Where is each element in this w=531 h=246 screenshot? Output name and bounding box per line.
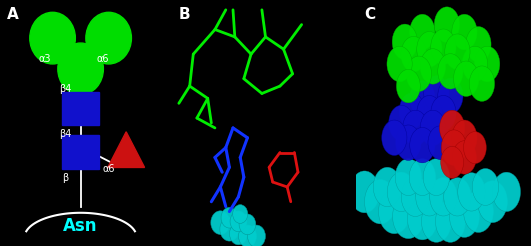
Ellipse shape	[389, 105, 414, 141]
Ellipse shape	[58, 43, 104, 95]
Ellipse shape	[445, 34, 470, 69]
Ellipse shape	[452, 120, 477, 155]
Ellipse shape	[409, 159, 435, 196]
Ellipse shape	[417, 31, 442, 67]
Ellipse shape	[396, 125, 421, 160]
Bar	[62, 92, 99, 125]
Ellipse shape	[464, 191, 493, 232]
Ellipse shape	[428, 126, 452, 159]
Text: C: C	[365, 7, 375, 22]
Ellipse shape	[238, 225, 256, 246]
Ellipse shape	[220, 217, 239, 241]
Ellipse shape	[440, 110, 465, 146]
Ellipse shape	[365, 180, 396, 224]
Ellipse shape	[382, 120, 407, 155]
Ellipse shape	[399, 93, 424, 128]
Ellipse shape	[229, 223, 247, 245]
Ellipse shape	[397, 69, 420, 103]
Ellipse shape	[402, 110, 428, 146]
Ellipse shape	[458, 173, 485, 211]
Ellipse shape	[452, 141, 476, 174]
Text: β: β	[62, 173, 68, 183]
Ellipse shape	[422, 200, 451, 242]
Ellipse shape	[230, 211, 247, 232]
Ellipse shape	[416, 178, 443, 216]
Ellipse shape	[233, 205, 248, 223]
Text: A: A	[7, 7, 19, 22]
Ellipse shape	[441, 146, 464, 178]
Polygon shape	[108, 132, 144, 168]
Text: β4: β4	[59, 84, 71, 93]
Ellipse shape	[423, 159, 450, 196]
Text: α6: α6	[102, 164, 115, 173]
Ellipse shape	[438, 78, 463, 114]
Ellipse shape	[401, 36, 426, 72]
Ellipse shape	[420, 110, 446, 146]
Ellipse shape	[410, 14, 435, 50]
Ellipse shape	[463, 46, 487, 82]
Ellipse shape	[406, 56, 432, 92]
Ellipse shape	[441, 130, 467, 165]
Ellipse shape	[30, 12, 75, 64]
Ellipse shape	[435, 200, 465, 242]
Ellipse shape	[247, 225, 266, 246]
Ellipse shape	[211, 211, 230, 234]
Ellipse shape	[464, 132, 486, 164]
Ellipse shape	[407, 198, 437, 240]
Ellipse shape	[221, 207, 238, 228]
Ellipse shape	[434, 7, 459, 42]
Ellipse shape	[410, 81, 435, 116]
Ellipse shape	[373, 167, 401, 207]
Ellipse shape	[450, 196, 479, 237]
Text: B: B	[179, 7, 191, 22]
Ellipse shape	[417, 95, 442, 131]
Ellipse shape	[420, 49, 446, 84]
Ellipse shape	[392, 194, 424, 239]
Ellipse shape	[424, 76, 449, 111]
Ellipse shape	[477, 181, 507, 223]
Ellipse shape	[472, 169, 499, 205]
Text: β4: β4	[59, 129, 71, 139]
Ellipse shape	[444, 178, 471, 216]
Ellipse shape	[392, 24, 417, 60]
Ellipse shape	[469, 66, 494, 101]
Text: α6: α6	[97, 54, 109, 64]
Ellipse shape	[466, 27, 491, 62]
Ellipse shape	[401, 177, 430, 216]
Ellipse shape	[410, 127, 435, 163]
Text: Asn: Asn	[63, 217, 98, 235]
Ellipse shape	[86, 12, 132, 64]
Ellipse shape	[431, 29, 456, 64]
Ellipse shape	[387, 172, 415, 212]
Bar	[62, 135, 99, 169]
Text: α3: α3	[39, 54, 51, 64]
Ellipse shape	[431, 95, 456, 131]
Ellipse shape	[349, 171, 380, 213]
Ellipse shape	[453, 61, 479, 96]
Ellipse shape	[239, 214, 256, 235]
Ellipse shape	[438, 54, 463, 89]
Ellipse shape	[492, 172, 520, 212]
Ellipse shape	[387, 46, 412, 82]
Ellipse shape	[475, 46, 500, 82]
Ellipse shape	[430, 178, 457, 216]
Ellipse shape	[395, 159, 422, 196]
Ellipse shape	[379, 189, 410, 234]
Ellipse shape	[452, 14, 477, 50]
